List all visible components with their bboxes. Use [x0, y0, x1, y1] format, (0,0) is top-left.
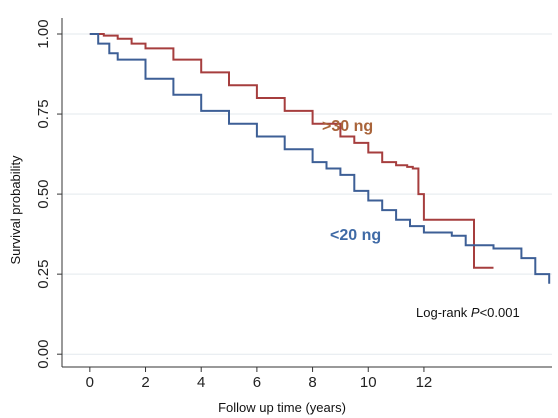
x-axis-label: Follow up time (years): [218, 400, 346, 415]
x-tick-label-5: 10: [360, 374, 377, 391]
series-line-0: [89, 33, 494, 269]
y-tick-label-1: 0.25: [35, 260, 52, 289]
tick-marks: 0.00 0.25 0.50 0.75 1.00 0 2 4 6 8 10 12: [35, 19, 432, 391]
series-lines: [89, 33, 551, 284]
log-rank-annotation: Log-rank P<0.001: [416, 305, 520, 320]
series-label-over-30: >30 ng: [322, 118, 373, 135]
series-line-1: [89, 33, 551, 284]
x-tick-label-3: 6: [253, 374, 261, 391]
y-tick-label-3: 0.75: [35, 99, 52, 128]
log-rank-p: P: [471, 305, 480, 320]
x-tick-label-6: 12: [416, 374, 433, 391]
x-tick-label-0: 0: [86, 374, 94, 391]
x-tick-label-2: 4: [197, 374, 205, 391]
y-tick-label-0: 0.00: [35, 340, 52, 369]
log-rank-value: <0.001: [480, 305, 520, 320]
y-axis-label: Survival probability: [8, 155, 23, 265]
x-tick-label-1: 2: [141, 374, 149, 391]
y-tick-label-2: 0.50: [35, 179, 52, 208]
y-tick-label-4: 1.00: [35, 19, 52, 48]
x-tick-label-4: 8: [308, 374, 316, 391]
axes: [61, 18, 552, 368]
series-label-under-20: <20 ng: [330, 227, 381, 244]
log-rank-prefix: Log-rank: [416, 305, 471, 320]
grid-lines: [62, 33, 552, 355]
